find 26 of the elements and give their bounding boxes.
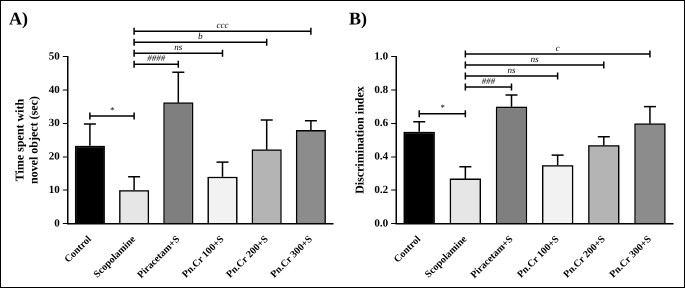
text: b (198, 31, 204, 42)
text: ns (174, 42, 183, 52)
y-tick-label: 0.2 (374, 184, 389, 196)
y-tick-label: 50 (48, 50, 60, 62)
text: c (556, 42, 560, 53)
annotation: ns (530, 54, 540, 64)
annotation: * (110, 104, 115, 115)
annotation: * (440, 102, 446, 113)
y-tick-label: 10 (48, 184, 60, 196)
y-tick-label: 0 (54, 217, 60, 230)
y-tick-label: 0.6 (374, 117, 389, 130)
y-tick-label: 0.4 (374, 150, 389, 163)
y-axis-title: Discrimination index (352, 86, 366, 194)
chart-title: A) (9, 8, 28, 28)
chart-title: B) (349, 8, 368, 28)
annotation: ### (482, 76, 496, 86)
annotation: #### (147, 53, 166, 64)
annotation: ns (507, 64, 516, 75)
y-tick-label: 40 (48, 84, 60, 96)
y-axis-title: Time spent with novel object (sec) (12, 96, 41, 184)
y-tick-label: 1.0 (374, 50, 389, 62)
y-tick-label: 30 (48, 117, 60, 130)
y-tick-label: 0.0 (374, 217, 389, 230)
y-tick-label: 20 (48, 150, 60, 163)
text: ccc (216, 20, 228, 30)
y-tick-label: 0.8 (374, 84, 389, 96)
